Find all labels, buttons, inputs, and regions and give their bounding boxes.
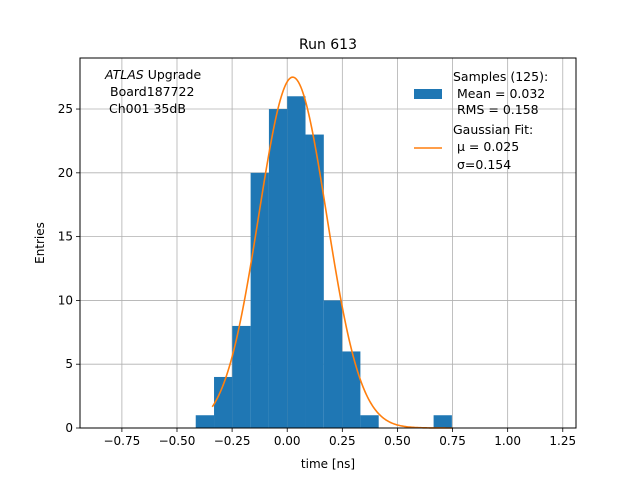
- annotation-box: ATLAS Upgrade Board187722 Ch001 35dB: [104, 67, 201, 116]
- x-tick-label: −0.25: [214, 434, 251, 448]
- annotation-atlas: ATLAS: [104, 67, 144, 82]
- plot-frame: [79, 57, 577, 429]
- y-tick-label: 15: [58, 230, 73, 244]
- histogram-bar: [232, 325, 251, 428]
- histogram-bar: [214, 376, 233, 428]
- legend-fit-sigma: σ=0.154: [457, 157, 511, 172]
- x-axis-label: time [ns]: [301, 457, 355, 471]
- gaussian-fit-curve: [211, 76, 453, 429]
- x-tick-label: 0.25: [329, 434, 356, 448]
- annotation-upgrade: Upgrade: [144, 67, 202, 82]
- x-tick-label: −0.50: [159, 434, 196, 448]
- histogram-bar: [360, 415, 379, 428]
- histogram-bar: [287, 96, 306, 428]
- legend-fit-mu: μ = 0.025: [457, 139, 519, 154]
- x-tick-label: 0.00: [274, 434, 301, 448]
- y-tick-label: 5: [65, 357, 73, 371]
- chart-title: Run 613: [299, 37, 357, 53]
- x-tick-label: 0.75: [439, 434, 466, 448]
- y-axis-label: Entries: [33, 222, 47, 264]
- y-tick-label: 10: [58, 293, 73, 307]
- legend: Samples (125): Mean = 0.032 RMS = 0.158 …: [414, 69, 548, 172]
- legend-fit-title: Gaussian Fit:: [453, 122, 533, 137]
- y-axis-ticks: 0 5 10 15 20 25: [58, 102, 80, 435]
- histogram-bar: [195, 415, 215, 428]
- y-tick-label: 25: [58, 102, 73, 116]
- histogram-bar: [323, 300, 343, 428]
- histogram-bar: [342, 351, 361, 428]
- x-tick-label: 1.00: [494, 434, 521, 448]
- legend-hist-rms: RMS = 0.158: [457, 102, 539, 117]
- annotation-board: Board187722: [110, 84, 194, 99]
- x-tick-label: −0.75: [103, 434, 140, 448]
- svg-text:ATLAS Upgrade: ATLAS Upgrade: [104, 67, 201, 82]
- legend-hist-title: Samples (125):: [453, 69, 548, 84]
- histogram-bar: [305, 134, 324, 428]
- x-tick-label: 0.50: [384, 434, 411, 448]
- legend-hist-swatch: [414, 89, 442, 99]
- x-tick-label: 1.25: [549, 434, 576, 448]
- legend-hist-mean: Mean = 0.032: [457, 86, 545, 101]
- histogram-bars: [195, 96, 452, 428]
- histogram-bar: [268, 109, 288, 428]
- x-axis-ticks: −0.75 −0.50 −0.25 0.00 0.25 0.50 0.75 1.00 1.25: [103, 428, 576, 448]
- annotation-channel: Ch001 35dB: [109, 101, 186, 116]
- histogram-bar: [433, 415, 452, 428]
- y-tick-label: 20: [58, 166, 73, 180]
- y-tick-label: 0: [65, 421, 73, 435]
